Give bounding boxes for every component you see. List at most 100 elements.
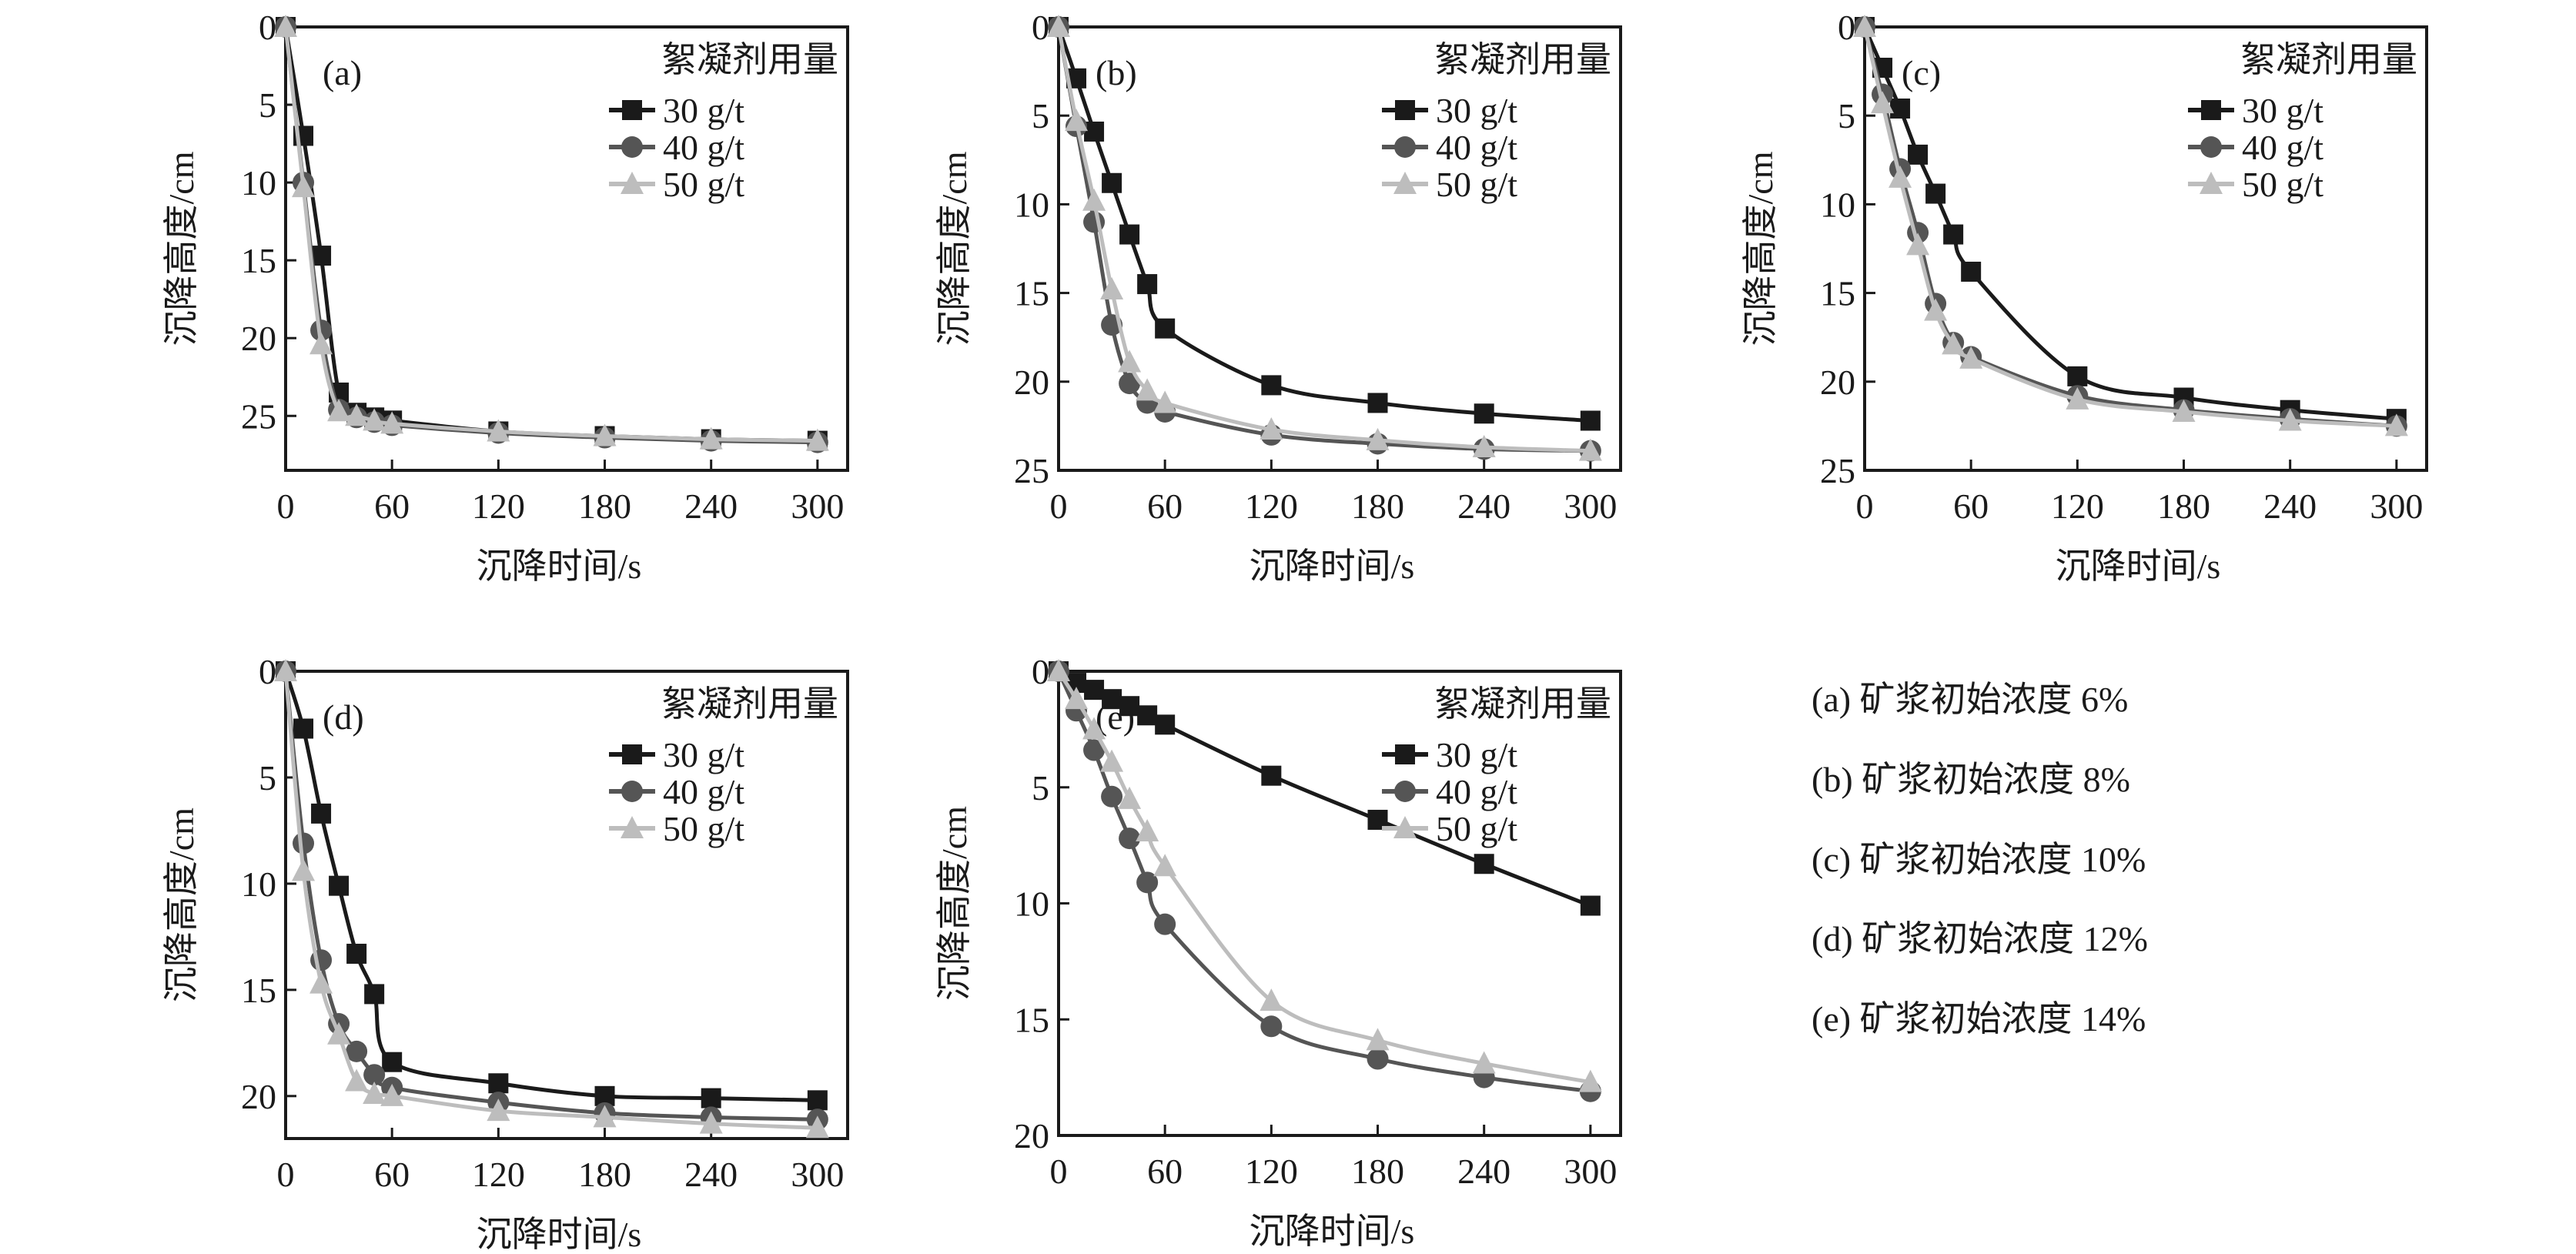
data-point bbox=[1261, 765, 1282, 786]
y-tick-label: 0 bbox=[1032, 8, 1049, 47]
data-point bbox=[363, 1064, 386, 1086]
plot-frame bbox=[1057, 25, 1622, 472]
x-tick-label: 180 bbox=[578, 487, 631, 526]
x-axis-title: 沉降时间/s bbox=[1250, 547, 1415, 586]
data-point bbox=[699, 426, 723, 450]
x-tick-label: 0 bbox=[1050, 487, 1068, 526]
legend-title: 絮凝剂用量 bbox=[2240, 40, 2417, 79]
x-tick-label: 0 bbox=[277, 487, 295, 526]
data-point bbox=[1137, 705, 1158, 726]
data-point bbox=[1118, 786, 1142, 809]
legend-title: 絮凝剂用量 bbox=[661, 684, 838, 724]
data-point bbox=[327, 399, 351, 422]
legend-marker bbox=[621, 136, 643, 158]
data-point bbox=[1871, 91, 1895, 114]
data-point bbox=[1119, 828, 1141, 850]
legend-marker bbox=[1394, 136, 1416, 158]
x-tick-label: 300 bbox=[2370, 487, 2423, 526]
data-point bbox=[1367, 393, 1388, 413]
legend-entry: 50 g/t bbox=[2242, 165, 2323, 204]
panel-label: (c) bbox=[1902, 53, 1941, 92]
data-point bbox=[1119, 224, 1140, 245]
y-tick-label: 10 bbox=[241, 163, 276, 202]
plot-frame bbox=[284, 25, 849, 472]
data-point bbox=[380, 1083, 404, 1106]
y-tick-label: 20 bbox=[1014, 363, 1049, 402]
y-tick-label: 5 bbox=[259, 85, 276, 125]
chart-panel-0: 0 60 120 180 240 300 0 5 10 15 20 25 沉降时间/s 沉降高度/cm (a… bbox=[162, 8, 849, 586]
data-point bbox=[1889, 165, 1912, 188]
x-tick-label: 300 bbox=[1564, 487, 1617, 526]
data-point bbox=[1474, 403, 1494, 424]
data-point bbox=[364, 984, 385, 1005]
x-tick-label: 0 bbox=[277, 1155, 295, 1194]
panel-label: (b) bbox=[1096, 53, 1137, 92]
panel-label: (a) bbox=[323, 53, 362, 92]
x-tick-label: 120 bbox=[472, 1155, 525, 1194]
y-tick-label: 5 bbox=[1032, 96, 1049, 135]
data-point bbox=[382, 1052, 403, 1072]
data-point bbox=[593, 423, 617, 446]
data-point bbox=[1100, 749, 1124, 772]
data-point bbox=[2067, 366, 2088, 386]
legend-marker bbox=[2201, 100, 2221, 120]
data-point bbox=[1136, 819, 1159, 842]
x-tick-label: 180 bbox=[1351, 1152, 1404, 1191]
data-point bbox=[1366, 427, 1390, 450]
data-point bbox=[1047, 15, 1070, 37]
data-point bbox=[380, 411, 404, 434]
data-point bbox=[1580, 410, 1601, 431]
series-line bbox=[283, 26, 818, 445]
y-tick-label: 0 bbox=[1032, 652, 1049, 691]
data-point bbox=[805, 428, 829, 451]
data-point bbox=[1101, 785, 1123, 808]
y-tick-label: 10 bbox=[1014, 884, 1049, 924]
data-point bbox=[1082, 717, 1106, 740]
legend-entry: 30 g/t bbox=[1436, 735, 1517, 774]
data-point bbox=[2384, 413, 2408, 436]
y-axis-title: 沉降高度/cm bbox=[162, 151, 201, 346]
legend-entry: 50 g/t bbox=[663, 165, 744, 204]
legend-marker bbox=[1393, 816, 1417, 838]
series-50gt bbox=[274, 15, 829, 451]
data-point bbox=[311, 803, 332, 824]
x-tick-label: 300 bbox=[1564, 1152, 1617, 1191]
x-tick-label: 60 bbox=[1147, 1152, 1183, 1191]
y-tick-label: 0 bbox=[1838, 8, 1855, 47]
series-line bbox=[283, 670, 818, 1102]
y-tick-label: 20 bbox=[241, 319, 276, 358]
data-point bbox=[327, 1022, 351, 1045]
data-point bbox=[309, 971, 333, 994]
panel-label: (d) bbox=[323, 697, 364, 737]
chart-panel-3: 0 60 120 180 240 300 0 5 10 15 20 沉降时间/s 沉降高度/cm (d) 絮… bbox=[162, 652, 849, 1254]
caption-b: (b) 矿浆初始浓度 8% bbox=[1812, 760, 2130, 799]
data-point bbox=[311, 246, 332, 266]
data-point bbox=[1580, 895, 1601, 916]
y-axis-title: 沉降高度/cm bbox=[1741, 151, 1780, 346]
x-tick-label: 240 bbox=[1457, 487, 1510, 526]
legend-marker bbox=[621, 781, 643, 802]
plot-frame bbox=[1863, 25, 2428, 472]
data-point bbox=[293, 832, 315, 854]
data-point bbox=[309, 332, 333, 355]
data-point bbox=[1890, 98, 1911, 119]
legend-entry: 30 g/t bbox=[2242, 91, 2323, 130]
x-tick-label: 60 bbox=[374, 487, 410, 526]
y-tick-label: 10 bbox=[241, 864, 276, 904]
x-tick-label: 120 bbox=[1245, 1152, 1298, 1191]
legend-marker bbox=[1395, 100, 1415, 120]
data-point bbox=[292, 858, 316, 881]
data-point bbox=[346, 1040, 368, 1062]
data-point bbox=[1102, 172, 1122, 193]
legend-title: 絮凝剂用量 bbox=[1434, 684, 1611, 724]
data-point bbox=[1083, 739, 1106, 761]
data-point bbox=[1260, 417, 1283, 440]
data-point bbox=[1100, 276, 1124, 299]
legend-marker bbox=[1395, 744, 1415, 764]
data-point bbox=[1578, 1069, 1602, 1092]
x-tick-label: 180 bbox=[578, 1155, 631, 1194]
data-point bbox=[1472, 1051, 1496, 1074]
plot-frame bbox=[1057, 670, 1622, 1137]
legend-title: 絮凝剂用量 bbox=[661, 40, 838, 79]
data-point bbox=[1367, 1048, 1389, 1070]
